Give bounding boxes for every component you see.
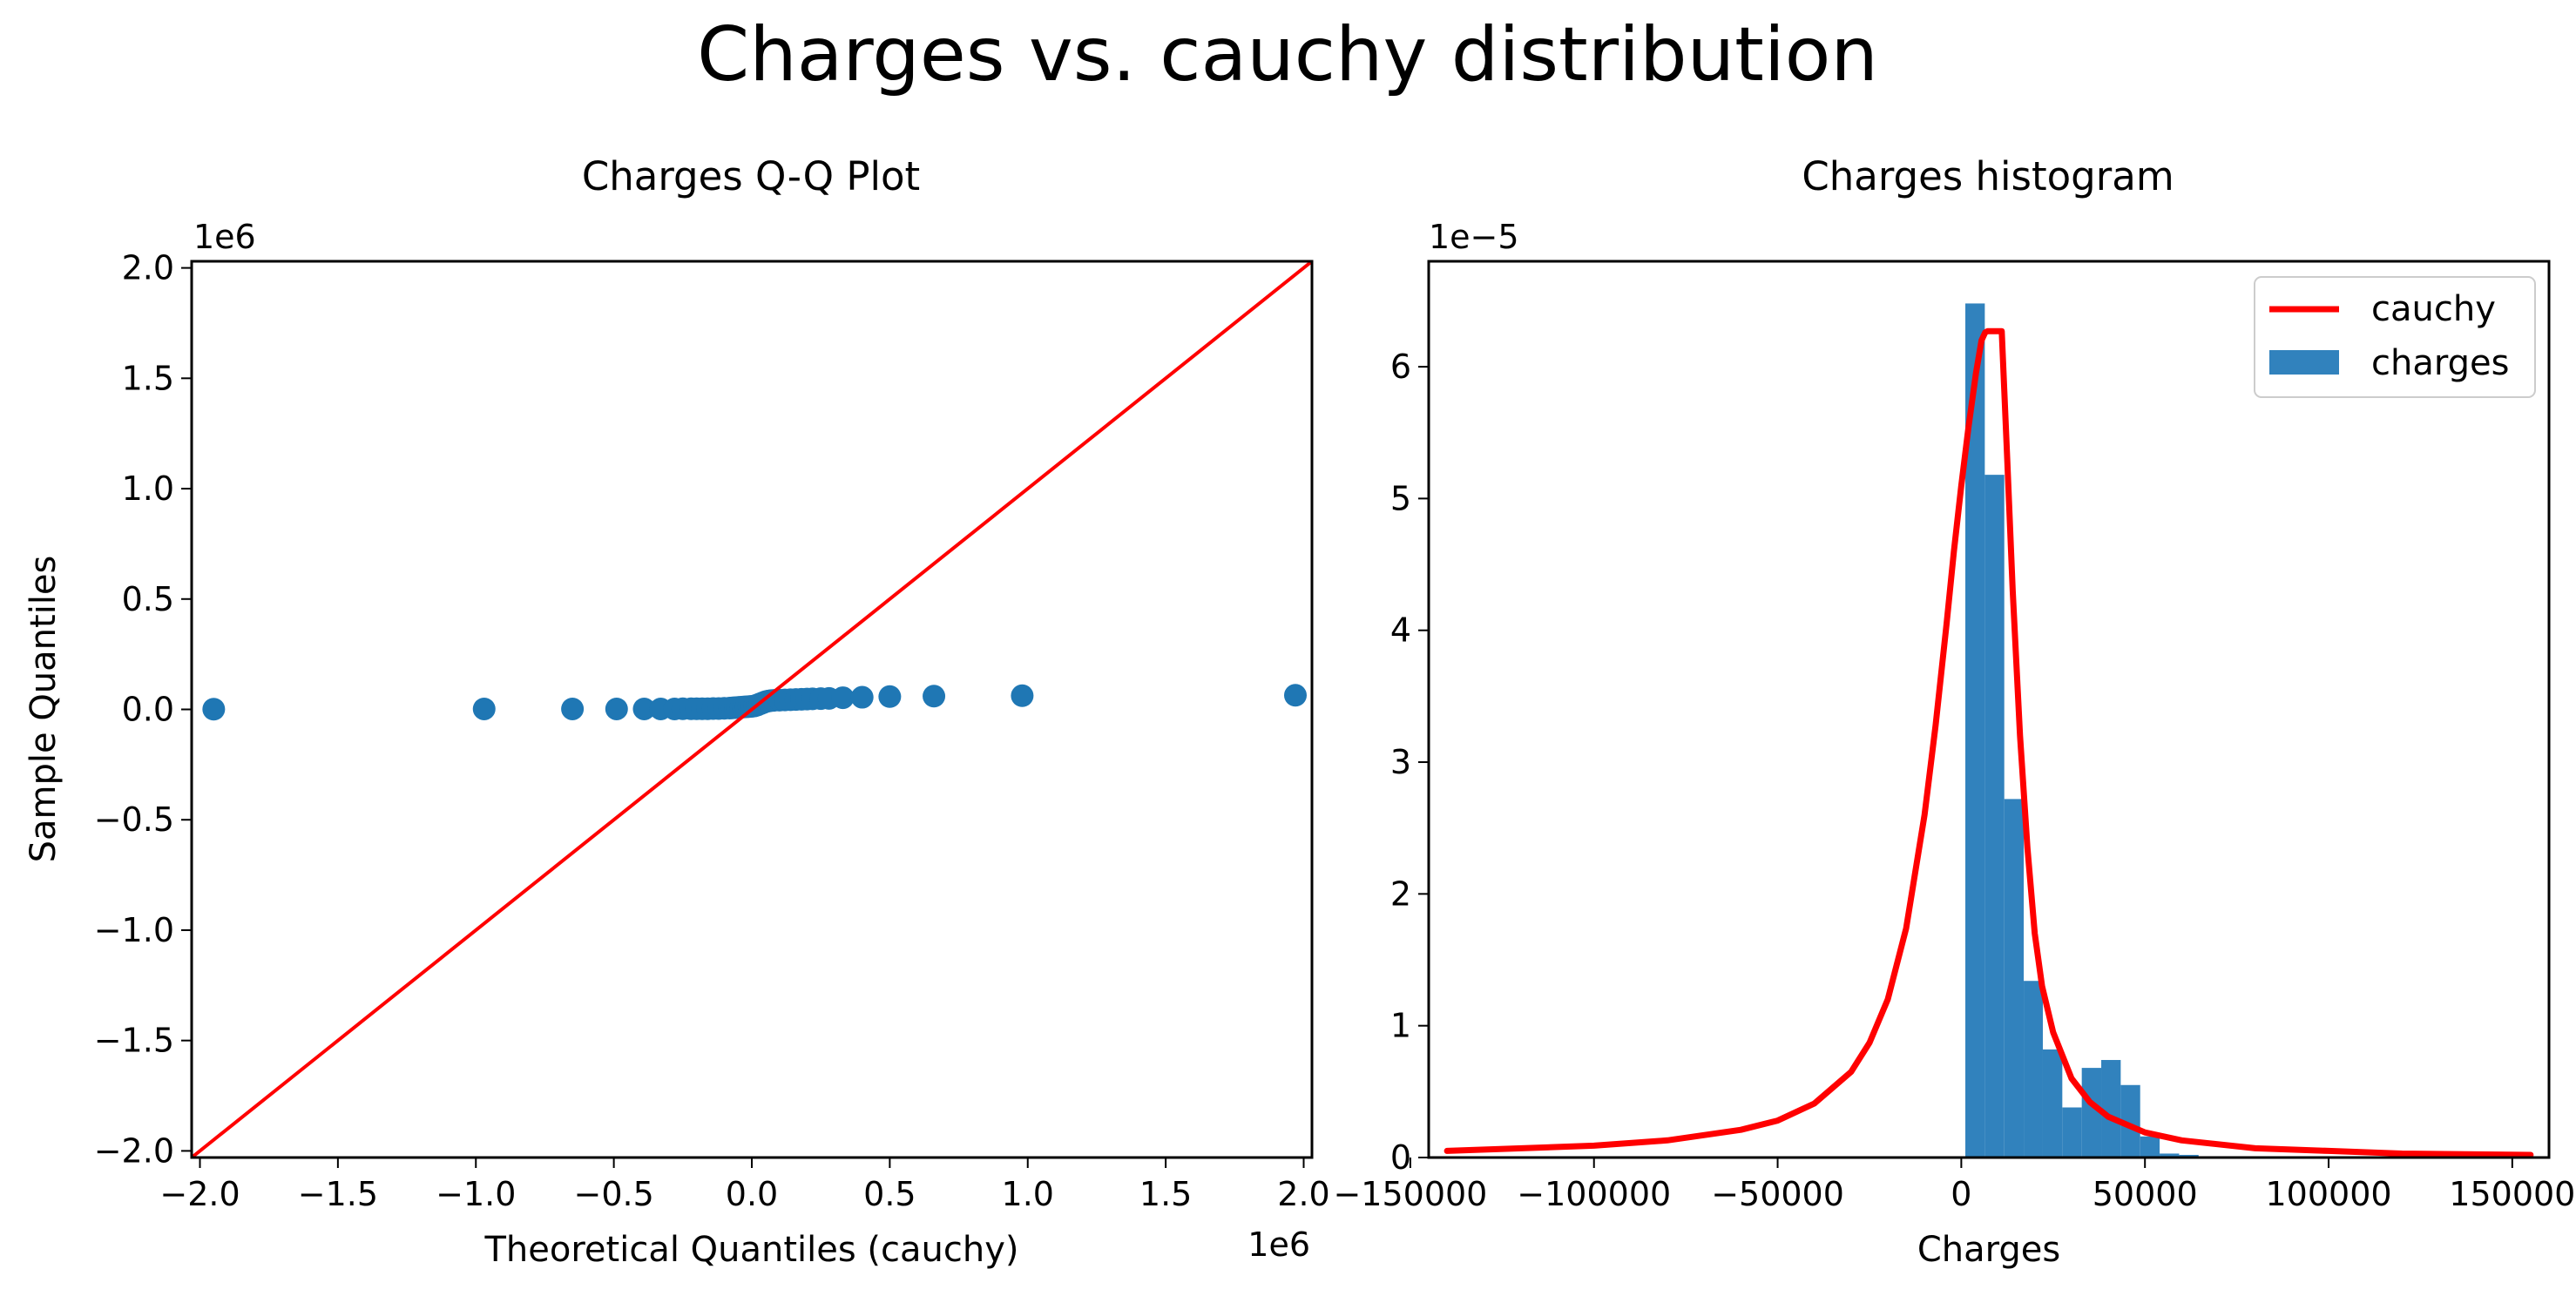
histogram-x-tick-label: 100000: [2265, 1175, 2391, 1213]
histogram-x-tick-label: −100000: [1517, 1175, 1671, 1213]
qq-x-axis-label: Theoretical Quantiles (cauchy): [483, 1230, 1018, 1270]
qq-x-tick-label: −0.5: [573, 1175, 653, 1213]
histogram-bar: [2004, 799, 2025, 1158]
qq-x-tick-label: 1.5: [1139, 1175, 1192, 1213]
qq-data-point: [831, 686, 855, 710]
histogram-y-tick-label: 2: [1390, 874, 1411, 913]
qq-x-tick-label: 0.0: [726, 1175, 778, 1213]
qq-data-point: [472, 697, 496, 720]
qq-y-tick-label: −1.0: [94, 911, 174, 949]
qq-data-point: [1011, 684, 1034, 707]
histogram-bar: [2160, 1153, 2180, 1158]
legend-charges-bar-swatch: [2269, 350, 2339, 375]
qq-data-point: [632, 697, 656, 720]
qq-data-point: [878, 685, 902, 708]
qq-x-tick-label: −1.5: [298, 1175, 378, 1213]
qq-plot-panel: Charges Q-Q Plot −2.0 −1.5 −1.0 −0.5 0.0 0.5 1…: [24, 153, 1330, 1270]
histogram-bar: [2062, 1107, 2082, 1158]
histogram-bar: [1984, 475, 2005, 1158]
histogram-y-tick-label: 4: [1390, 611, 1411, 650]
qq-plot-title: Charges Q-Q Plot: [582, 153, 920, 199]
histogram-y-tick-label: 6: [1390, 348, 1411, 386]
histogram-panel: Charges histogram −150000 −100000 −50000 0 5…: [1333, 153, 2575, 1270]
qq-data-point: [202, 698, 226, 721]
qq-data-point: [561, 697, 585, 720]
histogram-plot-area: [1444, 303, 2534, 1158]
histogram-y-axis-ticks: 0 1 2 3 4 5 6: [1390, 348, 1429, 1177]
qq-reference-line: [192, 261, 1312, 1158]
qq-y-tick-label: 0.0: [122, 691, 174, 729]
qq-data-point: [850, 685, 874, 709]
histogram-y-tick-label: 0: [1390, 1138, 1411, 1177]
histogram-bar: [2179, 1154, 2199, 1158]
qq-x-offset-label: 1e6: [1247, 1225, 1310, 1264]
qq-y-tick-label: −2.0: [94, 1131, 174, 1170]
qq-data-layer: [192, 261, 1312, 1158]
qq-x-axis-ticks: −2.0 −1.5 −1.0 −0.5 0.0 0.5 1.0 1.5 2.0: [159, 1158, 1330, 1213]
histogram-x-tick-label: 150000: [2449, 1175, 2575, 1213]
histogram-bar: [2042, 1049, 2063, 1158]
qq-x-tick-label: 0.5: [863, 1175, 916, 1213]
qq-y-tick-label: −0.5: [94, 800, 174, 839]
qq-y-tick-label: −1.5: [94, 1022, 174, 1060]
qq-y-tick-label: 1.0: [122, 469, 174, 508]
qq-data-point: [605, 697, 628, 720]
histogram-y-tick-label: 3: [1390, 743, 1411, 781]
qq-x-tick-label: 2.0: [1277, 1175, 1329, 1213]
histogram-x-tick-label: 0: [1951, 1175, 1971, 1213]
histogram-bar: [2101, 1060, 2121, 1158]
histogram-y-tick-label: 1: [1390, 1007, 1411, 1045]
qq-y-offset-label: 1e6: [193, 218, 256, 256]
histogram-x-tick-label: 50000: [2093, 1175, 2198, 1213]
qq-axes-frame: [190, 260, 1314, 1159]
histogram-axes-frame: [1427, 260, 2551, 1159]
qq-y-tick-label: 1.5: [122, 359, 174, 397]
qq-x-tick-label: −2.0: [159, 1175, 240, 1213]
histogram-bar: [2120, 1084, 2140, 1158]
qq-data-point: [923, 685, 946, 708]
qq-data-point: [1283, 684, 1307, 707]
qq-y-tick-label: 2.0: [122, 249, 174, 287]
cauchy-pdf-line: [1444, 327, 2534, 1158]
histogram-x-axis-ticks: −150000 −100000 −50000 0 50000 100000 150000: [1333, 1158, 2575, 1213]
histogram-bar: [2024, 981, 2043, 1158]
histogram-bar: [2081, 1068, 2102, 1158]
qq-y-tick-label: 0.5: [122, 580, 174, 618]
histogram-x-axis-label: Charges: [1917, 1230, 2060, 1270]
qq-y-axis-label: Sample Quantiles: [24, 556, 64, 863]
histogram-x-tick-label: −150000: [1333, 1175, 1487, 1213]
legend-charges-label: charges: [2371, 343, 2509, 383]
histogram-y-tick-label: 5: [1390, 479, 1411, 517]
figure-suptitle: Charges vs. cauchy distribution: [697, 11, 1878, 98]
legend: cauchy charges: [2254, 276, 2536, 398]
qq-plot-area: [192, 261, 1312, 1158]
qq-x-tick-label: −1.0: [436, 1175, 516, 1213]
histogram-y-offset-label: 1e−5: [1429, 218, 1519, 256]
qq-y-axis-ticks: −2.0 −1.5 −1.0 −0.5 0.0 0.5 1.0 1.5 2.0: [94, 249, 192, 1170]
legend-cauchy-label: cauchy: [2371, 289, 2496, 329]
histogram-bar: [1965, 303, 1985, 1158]
histogram-x-tick-label: −50000: [1711, 1175, 1844, 1213]
histogram-title: Charges histogram: [1802, 153, 2174, 199]
histogram-bar: [2140, 1136, 2160, 1158]
qq-x-tick-label: 1.0: [1002, 1175, 1054, 1213]
histogram-data-layer: [1444, 303, 2534, 1158]
